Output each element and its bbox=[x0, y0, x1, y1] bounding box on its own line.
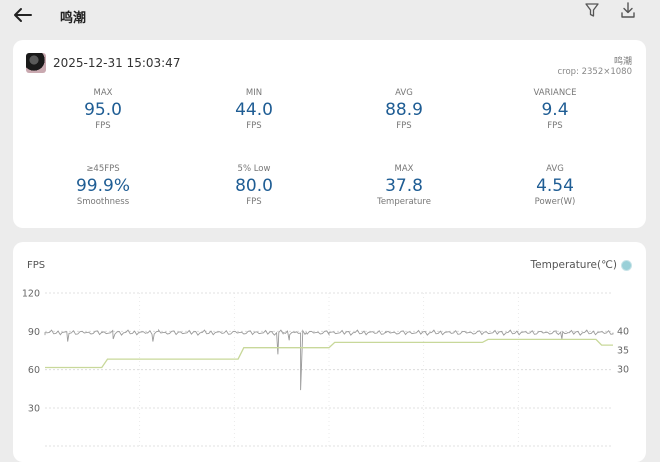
metric-label: MAX bbox=[394, 164, 414, 174]
metric-label: AVG bbox=[546, 164, 564, 174]
chart-y-axis-title: FPS bbox=[27, 260, 46, 271]
filter-button[interactable] bbox=[584, 2, 604, 22]
metric-unit: Temperature bbox=[377, 197, 431, 207]
y-tick-label-left: 30 bbox=[28, 404, 40, 415]
metric-max-temperature: MAX 37.8 Temperature bbox=[349, 164, 459, 208]
metric-variance-fps: VARIANCE 9.4 FPS bbox=[500, 88, 610, 132]
chart-legend[interactable]: Temperature(℃) bbox=[530, 259, 632, 271]
back-button[interactable] bbox=[10, 4, 36, 26]
app-avatar bbox=[26, 53, 46, 73]
metric-label: MAX bbox=[93, 88, 113, 98]
metric-value: 95.0 bbox=[84, 100, 122, 120]
download-icon bbox=[621, 2, 635, 18]
metric-unit: FPS bbox=[246, 197, 262, 207]
y-tick-label-right: 30 bbox=[617, 365, 629, 376]
metric-label: AVG bbox=[395, 88, 413, 98]
summary-card: 2025-12-31 15:03:47 鸣潮 crop: 2352×1080 M… bbox=[13, 40, 646, 228]
metric-label: VARIANCE bbox=[533, 88, 577, 98]
metric-min-fps: MIN 44.0 FPS bbox=[199, 88, 309, 132]
metric-avg-fps: AVG 88.9 FPS bbox=[349, 88, 459, 132]
app-name: 鸣潮 bbox=[613, 57, 632, 67]
metric-unit: FPS bbox=[246, 121, 262, 131]
y-tick-label-right: 40 bbox=[617, 327, 629, 338]
metric-unit: FPS bbox=[547, 121, 563, 131]
metric-value: 4.54 bbox=[536, 176, 574, 196]
metric-5pct-low: 5% Low 80.0 FPS bbox=[199, 164, 309, 208]
filter-icon bbox=[585, 3, 599, 17]
metric-smoothness: ≥45FPS 99.9% Smoothness bbox=[48, 164, 158, 208]
metric-max-fps: MAX 95.0 FPS bbox=[48, 88, 158, 132]
y-tick-label-left: 60 bbox=[28, 365, 40, 376]
metric-value: 9.4 bbox=[541, 100, 569, 120]
metric-value: 80.0 bbox=[235, 176, 273, 196]
legend-temperature-label: Temperature(℃) bbox=[530, 259, 618, 271]
metric-value: 88.9 bbox=[385, 100, 423, 120]
download-button[interactable] bbox=[619, 1, 639, 21]
metric-label: MIN bbox=[245, 88, 263, 98]
metric-unit: Smoothness bbox=[76, 197, 130, 207]
metric-value: 37.8 bbox=[385, 176, 423, 196]
metric-label: ≥45FPS bbox=[86, 164, 120, 174]
metric-value: 99.9% bbox=[75, 176, 130, 196]
legend-dot-icon bbox=[621, 259, 632, 271]
page-title: 鸣潮 bbox=[60, 11, 87, 26]
fps-temperature-chart: 120 90 60 30 40 35 30 bbox=[22, 289, 629, 447]
metric-value: 44.0 bbox=[235, 100, 273, 120]
crop-resolution: crop: 2352×1080 bbox=[557, 67, 632, 77]
y-tick-label-left: 90 bbox=[28, 327, 40, 338]
top-bar: 鸣潮 bbox=[0, 0, 660, 34]
arrow-left-icon bbox=[14, 8, 32, 22]
metric-unit: FPS bbox=[95, 121, 111, 131]
metric-unit: FPS bbox=[396, 121, 412, 131]
metric-label: 5% Low bbox=[237, 164, 271, 174]
y-tick-label-left: 120 bbox=[22, 289, 40, 300]
metric-avg-power: AVG 4.54 Power(W) bbox=[500, 164, 610, 208]
metric-unit: Power(W) bbox=[534, 197, 576, 207]
session-timestamp: 2025-12-31 15:03:47 bbox=[53, 56, 181, 70]
y-tick-label-right: 35 bbox=[617, 346, 629, 357]
temperature-series-line bbox=[45, 338, 613, 369]
fps-series-line bbox=[44, 328, 614, 391]
chart-card: FPS Temperature(℃) 120 90 60 30 40 35 30 bbox=[13, 242, 646, 462]
